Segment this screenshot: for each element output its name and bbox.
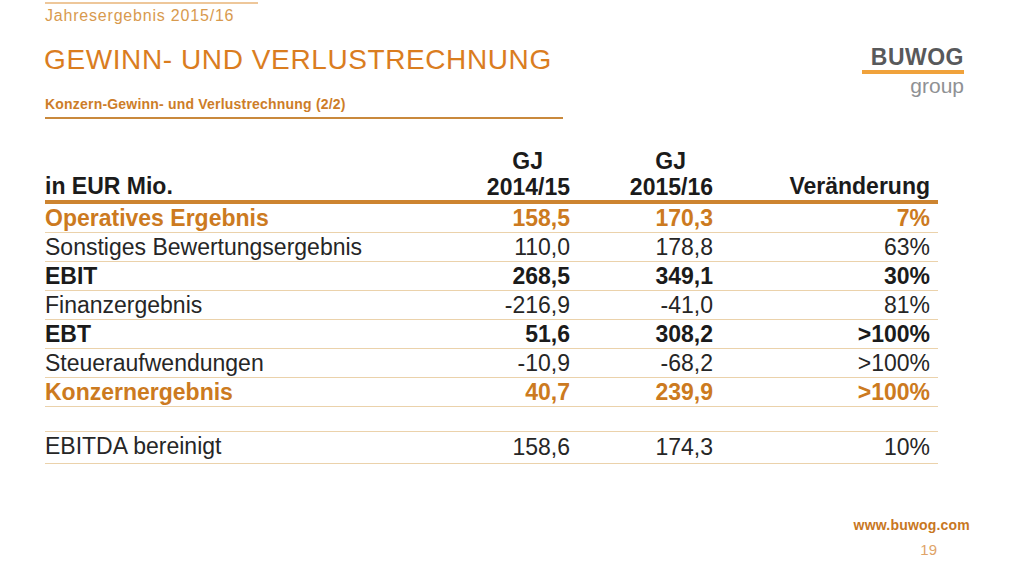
value-gj-2015-16: 308,2 [570,321,713,348]
top-accent-line [45,2,258,4]
slide-eyebrow: Jahresergebnis 2015/16 [45,7,234,25]
value-gj-2014-15: 158,5 [395,205,570,232]
section-subtitle: Konzern-Gewinn- und Verlustrechnung (2/2… [45,96,346,112]
value-gj-2015-16: -41,0 [570,292,713,319]
value-gj-2014-15: 40,7 [395,379,570,406]
value-gj-2014-15: 51,6 [395,321,570,348]
profit-loss-table: in EUR Mio. GJ 2014/15 GJ 2015/16 Veränd… [45,143,938,464]
value-change: 81% [713,292,938,319]
header-gj-2015-16: GJ 2015/16 [570,148,713,200]
website-link[interactable]: www.buwog.com [792,517,970,533]
logo-wordmark: BUWOG [862,45,964,69]
row-label: EBT [45,321,395,348]
row-label: EBITDA bereinigt [45,432,395,460]
value-gj-2014-15: -216,9 [395,292,570,319]
value-change: >100% [713,321,938,348]
table-row: EBIT 268,5 349,1 30% [45,262,938,291]
value-gj-2014-15: 110,0 [395,234,570,261]
row-label: Operatives Ergebnis [45,205,395,232]
value-gj-2015-16: 170,3 [570,205,713,232]
row-label: Sonstiges Bewertungsergebnis [45,234,395,261]
table-row: Steueraufwendungen -10,9 -68,2 >100% [45,349,938,378]
row-label: EBIT [45,263,395,290]
buwog-logo: BUWOG group [862,45,964,97]
table-row: Operatives Ergebnis 158,5 170,3 7% [45,204,938,233]
value-gj-2014-15: -10,9 [395,350,570,377]
value-gj-2015-16: 174,3 [570,434,713,463]
value-change: 7% [713,205,938,232]
value-change: >100% [713,379,938,406]
table-header-row: in EUR Mio. GJ 2014/15 GJ 2015/16 Veränd… [45,143,938,204]
value-change: 63% [713,234,938,261]
slide-title: GEWINN- UND VERLUSTRECHNUNG [44,44,552,76]
header-in-eur-mio: in EUR Mio. [45,173,395,200]
value-gj-2015-16: 178,8 [570,234,713,261]
value-gj-2015-16: 349,1 [570,263,713,290]
header-veraenderung: Veränderung [713,173,938,200]
value-gj-2014-15: 158,6 [395,434,570,463]
logo-suffix: group [862,74,964,97]
table-row-ebitda: EBITDA bereinigt 158,6 174,3 10% [45,431,938,464]
value-change: >100% [713,350,938,377]
subtitle-underline [45,117,563,119]
value-gj-2015-16: 239,9 [570,379,713,406]
value-change: 30% [713,263,938,290]
table-row: EBT 51,6 308,2 >100% [45,320,938,349]
value-change: 10% [713,434,938,463]
row-label: Finanzergebnis [45,292,395,319]
row-label: Konzernergebnis [45,379,395,406]
row-label: Steueraufwendungen [45,350,395,377]
value-gj-2015-16: -68,2 [570,350,713,377]
page-number: 19 [857,541,937,558]
table-row: Konzernergebnis 40,7 239,9 >100% [45,378,938,407]
header-gj-2014-15: GJ 2014/15 [395,148,570,200]
value-gj-2014-15: 268,5 [395,263,570,290]
table-row: Sonstiges Bewertungsergebnis 110,0 178,8… [45,233,938,262]
table-row: Finanzergebnis -216,9 -41,0 81% [45,291,938,320]
